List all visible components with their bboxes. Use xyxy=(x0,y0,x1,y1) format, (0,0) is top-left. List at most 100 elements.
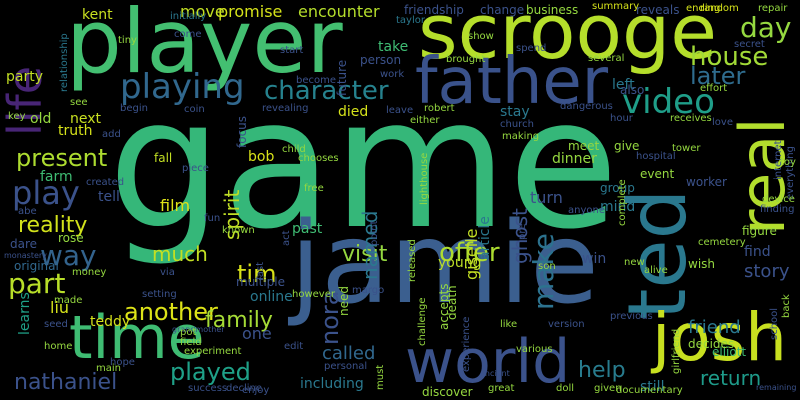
word-son: son xyxy=(538,261,556,272)
word-truth: truth xyxy=(58,123,93,139)
word-died: died xyxy=(338,104,369,120)
word-repair: repair xyxy=(758,3,788,14)
word-past: past xyxy=(292,221,323,237)
word-leave: leave xyxy=(386,105,414,116)
word-playing: playing xyxy=(120,67,245,107)
word-personal: personal xyxy=(324,361,368,372)
word-anyone: anyone xyxy=(568,205,605,216)
word-tell: tell xyxy=(98,189,120,205)
word-experience: experience xyxy=(461,316,472,372)
word-begin: begin xyxy=(120,103,148,114)
word-field: field xyxy=(180,337,202,348)
word-teddy: teddy xyxy=(90,314,131,330)
word-released: released xyxy=(407,239,418,282)
word-visit: visit xyxy=(342,242,388,267)
word-party: party xyxy=(6,69,43,85)
word-new: new xyxy=(624,257,645,268)
word-via: via xyxy=(160,267,175,278)
word-hour: hour xyxy=(610,113,633,124)
word-seed: seed xyxy=(44,319,68,330)
word-kent: kent xyxy=(82,7,113,23)
word-still: still xyxy=(640,379,665,395)
word-help: help xyxy=(578,358,626,383)
word-piece: piece xyxy=(182,163,209,174)
word-dare: dare xyxy=(10,237,38,251)
word-finding: finding xyxy=(760,204,795,215)
word-death: death xyxy=(445,285,459,320)
word-house: house xyxy=(690,42,769,72)
word-promise: promise xyxy=(218,2,283,21)
word-point: point xyxy=(369,220,380,246)
word-remaining: remaining xyxy=(756,383,797,392)
word-original: original xyxy=(14,259,59,273)
word-alive: alive xyxy=(644,265,668,276)
word-act: act xyxy=(281,230,292,246)
word-grandmother: grandmother xyxy=(172,325,225,334)
word-money: money xyxy=(72,267,107,278)
word-must: must xyxy=(375,364,386,390)
word-rose: rose xyxy=(58,231,84,245)
word-reality: reality xyxy=(18,213,88,238)
word-hope: hope xyxy=(110,357,135,368)
word-home: home xyxy=(44,341,73,352)
word-discover: discover xyxy=(422,385,473,399)
word-left: left xyxy=(612,77,635,93)
word-key: key xyxy=(8,111,26,122)
word-initially: initially xyxy=(170,11,207,22)
word-robert: robert xyxy=(424,103,455,114)
word-doll: doll xyxy=(556,383,575,394)
word-previous: previous xyxy=(610,311,653,322)
word-great: great xyxy=(488,383,515,394)
word-ending: ending xyxy=(686,3,721,14)
word-friend: friend xyxy=(688,317,741,338)
word-main: main xyxy=(96,363,121,374)
word-learns: learns xyxy=(17,292,33,335)
word-relationship: relationship xyxy=(59,33,70,92)
word-focus: focus xyxy=(235,115,249,148)
word-elliott: elliott xyxy=(712,345,747,359)
word-world: world xyxy=(405,327,571,397)
word-day: day xyxy=(740,11,792,44)
word-abe: abe xyxy=(18,206,37,217)
word-like: like xyxy=(500,319,518,330)
word-online: online xyxy=(250,289,293,305)
word-brought: brought xyxy=(446,54,486,65)
word-old: old xyxy=(30,111,52,127)
word-challenge: challenge xyxy=(417,297,428,346)
word-another: another xyxy=(124,298,218,326)
word-play: play xyxy=(12,174,80,212)
word-story: story xyxy=(744,261,790,282)
word-decline: decline xyxy=(226,383,263,394)
word-summary: summary xyxy=(592,1,640,12)
word-monastery: monastery xyxy=(4,251,47,260)
word-mind: mind xyxy=(600,199,636,215)
word-various: various xyxy=(516,344,553,355)
word-work: work xyxy=(380,69,405,80)
word-wish: wish xyxy=(688,257,716,271)
word-win: win xyxy=(582,251,607,267)
word-church: church xyxy=(500,119,534,130)
word-stay: stay xyxy=(500,104,530,120)
word-one: one xyxy=(242,324,272,343)
word-back: back xyxy=(781,294,792,318)
word-multiple: multiple xyxy=(236,275,286,289)
word-later: later xyxy=(690,62,746,90)
word-love: love xyxy=(712,117,733,128)
word-last: last xyxy=(255,261,266,280)
word-offer: offer xyxy=(439,238,500,268)
word-encounter: encounter xyxy=(298,2,380,21)
word-meet: meet xyxy=(568,139,600,153)
word-take: take xyxy=(378,39,409,55)
word-known: known xyxy=(222,225,255,236)
word-cemetery: cemetery xyxy=(698,237,746,248)
word-liu: liu xyxy=(50,298,70,317)
word-toy: toy xyxy=(780,157,796,168)
word-character: character xyxy=(264,76,389,106)
word-see: see xyxy=(70,97,88,108)
word-making: making xyxy=(502,131,540,142)
word-complete: complete xyxy=(617,179,628,226)
word-bob: bob xyxy=(248,149,275,165)
word-tiny: tiny xyxy=(118,35,137,46)
word-device: device xyxy=(762,194,795,205)
